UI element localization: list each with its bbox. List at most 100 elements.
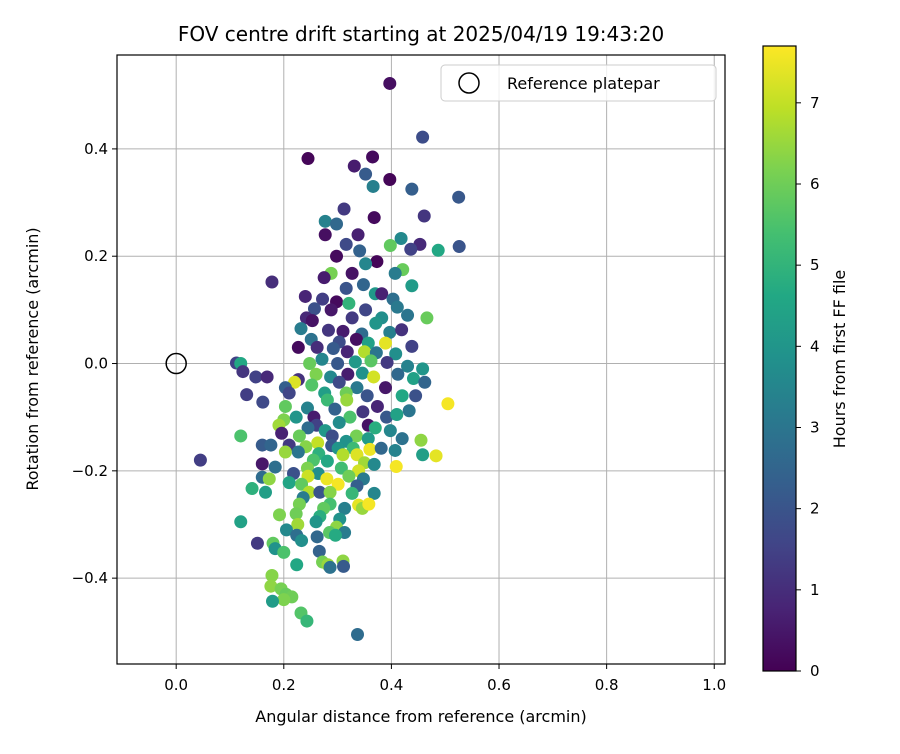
- data-point: [359, 303, 373, 317]
- data-point: [324, 303, 338, 317]
- data-point: [245, 482, 259, 496]
- data-point: [303, 357, 317, 371]
- y-axis-ticks: −0.4 −0.2 0.0 0.2 0.4: [72, 140, 117, 587]
- data-point: [441, 397, 455, 411]
- data-point: [351, 627, 365, 641]
- data-point: [330, 249, 344, 263]
- data-point: [318, 214, 332, 228]
- data-point: [337, 202, 351, 216]
- data-point: [336, 448, 350, 462]
- data-point: [289, 410, 303, 424]
- data-point: [363, 442, 377, 456]
- data-point: [255, 457, 269, 471]
- data-point: [328, 528, 342, 542]
- data-point: [366, 179, 380, 193]
- data-point: [378, 336, 392, 350]
- data-point: [362, 497, 376, 511]
- data-point: [401, 359, 415, 373]
- data-point: [328, 402, 342, 416]
- data-point: [338, 501, 352, 515]
- data-point: [309, 367, 323, 381]
- data-point: [345, 486, 359, 500]
- data-point: [312, 544, 326, 558]
- data-point: [262, 472, 276, 486]
- data-point: [310, 530, 324, 544]
- data-point: [265, 275, 279, 289]
- y-tick-label: 0.0: [84, 355, 108, 373]
- data-point: [389, 347, 403, 361]
- data-point: [278, 399, 292, 413]
- x-axis-ticks: 0.0 0.2 0.4 0.6 0.8 1.0: [164, 664, 726, 694]
- data-point: [378, 381, 392, 395]
- data-point: [305, 314, 319, 328]
- data-point: [388, 266, 402, 280]
- data-point: [405, 182, 419, 196]
- data-point: [340, 393, 354, 407]
- data-point: [348, 355, 362, 369]
- colorbar: 0 1 2 3 4 5 6 7 Hours from first FF file: [762, 45, 849, 680]
- reference-platepar-point: [165, 352, 187, 375]
- data-point: [268, 460, 282, 474]
- colorbar-tick-label: 6: [810, 175, 820, 193]
- data-point: [291, 445, 305, 459]
- data-point: [356, 405, 370, 419]
- colorbar-tick-label: 5: [810, 256, 820, 274]
- colorbar-ticks: 0 1 2 3 4 5 6 7: [796, 94, 820, 680]
- data-point: [416, 362, 430, 376]
- data-point: [250, 536, 264, 550]
- data-point: [404, 242, 418, 256]
- data-point: [320, 454, 334, 468]
- data-point: [395, 432, 409, 446]
- data-point: [301, 421, 315, 435]
- data-point: [358, 345, 372, 359]
- data-point: [383, 238, 397, 252]
- data-point: [320, 472, 334, 486]
- data-point: [418, 375, 432, 389]
- colorbar-gradient: [762, 45, 797, 672]
- data-point: [340, 345, 354, 359]
- data-point: [389, 460, 403, 474]
- data-point: [300, 401, 314, 415]
- data-point: [355, 366, 369, 380]
- data-point: [265, 568, 279, 582]
- colorbar-tick-label: 3: [810, 418, 820, 436]
- legend: Reference platepar: [440, 64, 717, 102]
- legend-open-circle-marker: [458, 72, 480, 94]
- data-point: [341, 367, 355, 381]
- data-point: [349, 429, 363, 443]
- data-point: [345, 266, 359, 280]
- data-point: [332, 416, 346, 430]
- data-point: [391, 367, 405, 381]
- data-point: [292, 429, 306, 443]
- data-point: [366, 150, 380, 164]
- data-point: [380, 355, 394, 369]
- data-point: [356, 278, 370, 292]
- data-point: [240, 388, 254, 402]
- x-axis-label: Angular distance from reference (arcmin): [255, 707, 586, 726]
- data-point: [279, 523, 293, 537]
- colorbar-tick-label: 2: [810, 500, 820, 518]
- data-point: [259, 485, 273, 499]
- colorbar-tick-label: 1: [810, 581, 820, 599]
- data-point: [326, 342, 340, 356]
- data-point: [364, 354, 378, 368]
- data-point: [353, 244, 367, 258]
- data-point: [406, 372, 420, 386]
- data-point: [374, 441, 388, 455]
- data-point: [359, 257, 373, 271]
- data-point: [420, 311, 434, 325]
- x-tick-label: 0.8: [595, 676, 619, 694]
- data-point: [360, 389, 374, 403]
- data-point: [277, 593, 291, 607]
- data-point: [236, 365, 250, 379]
- data-point: [300, 614, 314, 628]
- x-tick-label: 0.0: [164, 676, 188, 694]
- data-point: [260, 370, 274, 384]
- y-tick-label: 0.2: [84, 247, 108, 265]
- data-point: [331, 357, 345, 371]
- data-point: [431, 243, 445, 257]
- data-point: [290, 558, 304, 572]
- data-point: [332, 375, 346, 389]
- data-point: [375, 287, 389, 301]
- data-point: [275, 426, 289, 440]
